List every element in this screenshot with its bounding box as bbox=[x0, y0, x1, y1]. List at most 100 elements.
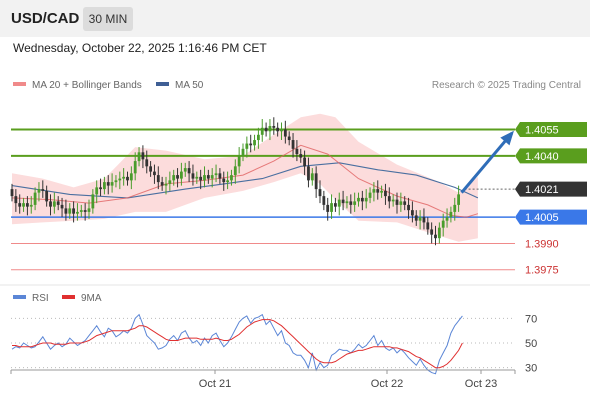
candle-body bbox=[233, 166, 237, 176]
candle-body bbox=[106, 182, 110, 186]
projection-arrow-shaft bbox=[460, 132, 514, 194]
candle-body bbox=[237, 155, 241, 167]
level-tag-1.4021: 1.4021 bbox=[515, 181, 587, 197]
candle-body bbox=[345, 201, 349, 204]
candle-body bbox=[37, 189, 41, 193]
candle-body bbox=[418, 217, 422, 221]
candle-body bbox=[399, 201, 403, 205]
timeframe-badge[interactable]: 30 MIN bbox=[83, 7, 133, 31]
candle-body bbox=[314, 173, 318, 190]
legend-9ma-label: 9MA bbox=[81, 293, 102, 304]
ma20-swatch bbox=[13, 82, 26, 87]
candle-body bbox=[64, 208, 68, 214]
candle-body bbox=[272, 126, 276, 128]
candle-body bbox=[164, 183, 168, 186]
x-tick-label: Oct 22 bbox=[371, 378, 403, 390]
candle-body bbox=[226, 180, 229, 183]
level-tag-1.4040: 1.4040 bbox=[515, 148, 587, 164]
rsi-tick-label: 70 bbox=[525, 313, 537, 325]
level-label: 1.4021 bbox=[525, 184, 559, 196]
candle-body bbox=[210, 175, 214, 179]
candle-body bbox=[10, 189, 14, 197]
level-tag-bg bbox=[515, 148, 587, 164]
header-bar: USD/CAD 30 MIN bbox=[0, 0, 590, 37]
candle-body bbox=[87, 208, 91, 212]
candle-body bbox=[368, 192, 372, 198]
candles bbox=[10, 117, 460, 246]
candle-body bbox=[83, 210, 87, 212]
candle-body bbox=[457, 194, 460, 205]
candle-body bbox=[411, 210, 414, 216]
credit-text: Research © 2025 Trading Central bbox=[431, 80, 581, 91]
candle-body bbox=[199, 176, 203, 181]
candle-body bbox=[395, 199, 399, 205]
candle-body bbox=[156, 175, 160, 183]
candle-body bbox=[118, 178, 122, 181]
candle-body bbox=[453, 204, 457, 212]
candle-body bbox=[241, 148, 245, 156]
candle-body bbox=[257, 134, 260, 141]
candle-body bbox=[22, 203, 25, 207]
candle-body bbox=[172, 175, 176, 181]
rsi-swatch bbox=[13, 295, 26, 300]
candle-body bbox=[434, 234, 437, 239]
timestamp: Wednesday, October 22, 2025 1:16:46 PM C… bbox=[13, 41, 267, 55]
candle-body bbox=[280, 129, 283, 132]
bollinger-band bbox=[12, 113, 478, 242]
candle-body bbox=[29, 204, 33, 207]
level-tag-1.3990: 1.3990 bbox=[525, 238, 559, 250]
candle-body bbox=[303, 157, 306, 167]
level-tag-bg bbox=[515, 209, 587, 225]
level-tag-bg bbox=[515, 122, 587, 138]
candle-body bbox=[249, 143, 253, 146]
candle-body bbox=[376, 189, 380, 193]
candle-body bbox=[307, 166, 310, 181]
legend-ma50-label: MA 50 bbox=[175, 80, 204, 91]
ma20-line bbox=[11, 144, 479, 218]
candle-body bbox=[122, 176, 126, 179]
candle-body bbox=[214, 173, 218, 176]
level-tag-1.4055: 1.4055 bbox=[515, 122, 587, 138]
candle-body bbox=[103, 182, 106, 190]
candle-body bbox=[218, 173, 222, 179]
ma9-swatch bbox=[62, 295, 75, 300]
candle-body bbox=[245, 143, 249, 149]
candle-body bbox=[79, 210, 83, 212]
candle-body bbox=[95, 187, 99, 195]
candle-body bbox=[283, 129, 287, 137]
rsi-tick-label: 50 bbox=[525, 338, 537, 350]
ma50-line bbox=[11, 162, 479, 199]
candle-body bbox=[364, 197, 368, 202]
candle-body bbox=[153, 171, 156, 176]
legend-ma20-label: MA 20 + Bollinger Bands bbox=[32, 80, 142, 91]
x-tick-label: Oct 23 bbox=[465, 378, 497, 390]
candle-body bbox=[45, 190, 49, 202]
candle-body bbox=[349, 201, 353, 205]
candle-body bbox=[403, 201, 407, 205]
candle-body bbox=[191, 173, 195, 179]
legend-rsi-label: RSI bbox=[32, 293, 49, 304]
level-tag-1.3975: 1.3975 bbox=[525, 265, 559, 277]
rsi-tick-label: 30 bbox=[525, 363, 537, 375]
candle-body bbox=[60, 204, 64, 209]
candle-body bbox=[426, 222, 430, 230]
candle-body bbox=[384, 190, 387, 197]
level-label: 1.4055 bbox=[525, 125, 559, 137]
legend-ma20: MA 20 + Bollinger Bands bbox=[13, 80, 142, 91]
ma50-swatch bbox=[156, 82, 169, 87]
candle-body bbox=[372, 189, 376, 193]
candle-body bbox=[299, 154, 303, 158]
candle-body bbox=[137, 152, 141, 162]
level-label: 1.4005 bbox=[525, 212, 559, 224]
legend-rsi: RSI bbox=[13, 293, 49, 304]
candle-body bbox=[430, 229, 434, 235]
candle-body bbox=[183, 168, 187, 172]
candle-body bbox=[76, 211, 79, 214]
candle-body bbox=[133, 161, 137, 174]
level-tag-1.4005: 1.4005 bbox=[515, 209, 587, 225]
candle-body bbox=[264, 127, 268, 132]
candle-body bbox=[195, 176, 199, 179]
level-tag-bg bbox=[515, 181, 587, 197]
candle-body bbox=[33, 192, 37, 205]
